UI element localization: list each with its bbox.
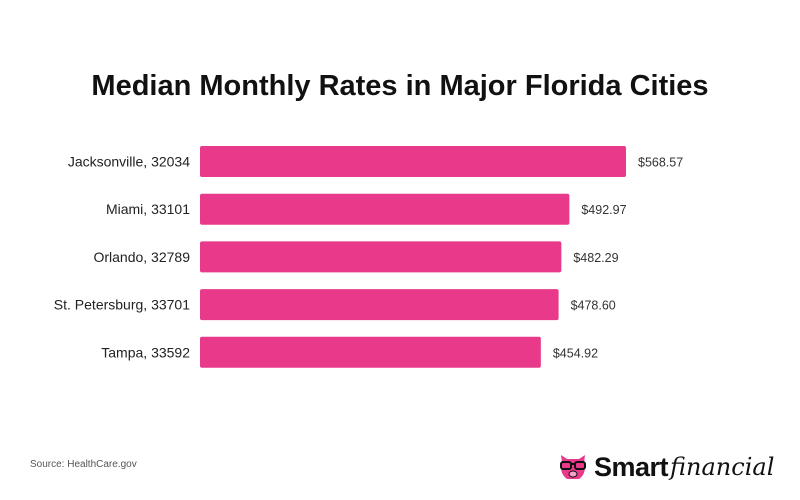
category-label: Orlando, 32789 <box>93 249 190 265</box>
bar-chart: Jacksonville, 32034 $568.57 Miami, 33101 $4… <box>54 146 683 368</box>
bar <box>200 146 626 177</box>
category-label: Jacksonville, 32034 <box>68 154 190 170</box>
category-label: St. Petersburg, 33701 <box>54 297 190 313</box>
value-label: $492.97 <box>581 203 626 217</box>
pig-icon <box>560 455 586 479</box>
category-label: Miami, 33101 <box>106 201 190 217</box>
smartfinancial-logo: Smart financial <box>557 451 774 483</box>
bar <box>200 241 562 273</box>
category-label: Tampa, 33592 <box>101 344 190 360</box>
bar <box>200 193 570 225</box>
source-note: Source: HealthCare.gov <box>30 459 137 470</box>
chart-title: Median Monthly Rates in Major Florida Ci… <box>91 70 709 102</box>
bar <box>200 336 541 368</box>
value-label: $454.92 <box>553 346 598 360</box>
bar <box>200 289 559 321</box>
value-label: $482.29 <box>573 251 618 265</box>
value-label: $568.57 <box>638 156 683 170</box>
value-label: $478.60 <box>571 299 616 313</box>
